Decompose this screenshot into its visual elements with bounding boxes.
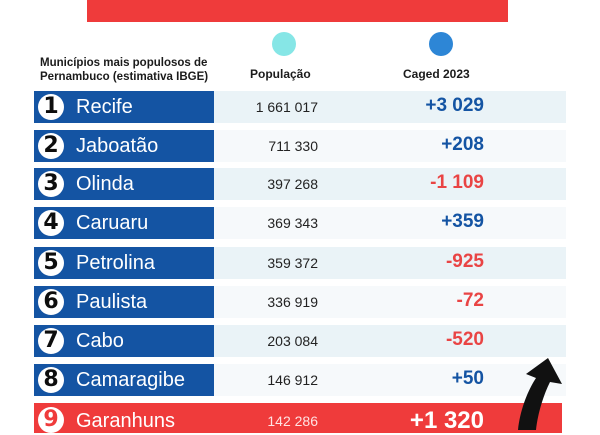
rank-badge: 7 <box>38 328 64 354</box>
city-name: Camaragibe <box>76 369 185 391</box>
rank-badge: 3 <box>38 171 64 197</box>
city-name: Paulista <box>76 291 148 313</box>
caged-value: +359 <box>441 211 484 232</box>
city-name-box <box>34 325 214 357</box>
trend-up-arrow-icon <box>518 358 562 430</box>
city-name: Garanhuns <box>76 410 175 432</box>
row-background <box>214 286 566 318</box>
city-name-box <box>34 130 214 162</box>
population-value: 711 330 <box>268 138 318 154</box>
caged-value: +208 <box>441 134 484 155</box>
table-row: 3 Olinda 397 268 -1 109 <box>34 168 566 200</box>
city-name: Recife <box>76 96 133 118</box>
row-background <box>214 247 566 279</box>
table-row: 5 Petrolina 359 372 -925 <box>34 247 566 279</box>
rank-badge: 8 <box>38 367 64 393</box>
caged-value: -72 <box>456 290 484 311</box>
city-name-box <box>34 247 214 279</box>
population-value: 1 661 017 <box>255 99 318 115</box>
city-name: Caruaru <box>76 212 149 234</box>
population-value: 369 343 <box>267 215 318 231</box>
row-background <box>214 168 566 200</box>
rank-badge: 1 <box>38 94 64 120</box>
caged-value: -925 <box>445 251 484 272</box>
rank-badge: 4 <box>38 210 64 236</box>
city-name: Jaboatão <box>76 135 159 157</box>
rank-badge: 2 <box>38 133 64 159</box>
caged-value: -520 <box>445 329 484 350</box>
population-value: 203 084 <box>267 333 318 349</box>
population-value: 146 912 <box>267 372 318 388</box>
city-name: Cabo <box>76 330 124 352</box>
table-row-highlighted: 9 Garanhuns 142 286 +1 320 <box>34 403 562 434</box>
population-column-header: População <box>250 67 311 81</box>
city-name: Olinda <box>76 173 134 195</box>
rank-badge: 5 <box>38 250 64 276</box>
table-row: 2 Jaboatão 711 330 +208 <box>34 130 566 162</box>
population-value: 359 372 <box>267 255 318 271</box>
caged-dot-icon <box>429 32 453 56</box>
caption-line-1: Municípios mais populosos de <box>40 57 208 69</box>
city-name: Petrolina <box>76 252 155 274</box>
city-name-box <box>34 364 214 396</box>
city-name-box <box>34 168 214 200</box>
top-banner <box>87 0 508 22</box>
table-caption: Municípios mais populosos de Pernambuco … <box>40 56 230 84</box>
table-row: 4 Caruaru 369 343 +359 <box>34 207 566 239</box>
caged-value: -1 109 <box>430 172 484 193</box>
row-background <box>214 364 566 396</box>
rank-badge: 6 <box>38 289 64 315</box>
row-background <box>214 325 566 357</box>
population-value: 336 919 <box>267 294 318 310</box>
city-name-box <box>34 207 214 239</box>
row-background <box>214 207 566 239</box>
population-value: 142 286 <box>267 413 318 429</box>
population-dot-icon <box>272 32 296 56</box>
caption-line-2: Pernambuco (estimativa IBGE) <box>40 71 209 83</box>
table-row: 7 Cabo 203 084 -520 <box>34 325 566 357</box>
table-row: 1 Recife 1 661 017 +3 029 <box>34 91 566 123</box>
caged-value: +50 <box>451 368 484 389</box>
caged-value: +1 320 <box>409 407 484 434</box>
city-name-box <box>34 91 214 123</box>
rank-badge: 9 <box>38 407 64 433</box>
table-row: 6 Paulista 336 919 -72 <box>34 286 566 318</box>
caged-value: +3 029 <box>425 95 484 116</box>
caged-column-header: Caged 2023 <box>403 67 470 81</box>
row-background <box>214 130 566 162</box>
city-name-box <box>34 286 214 318</box>
table-row: 8 Camaragibe 146 912 +50 <box>34 364 566 396</box>
row-background <box>214 91 566 123</box>
population-value: 397 268 <box>267 176 318 192</box>
